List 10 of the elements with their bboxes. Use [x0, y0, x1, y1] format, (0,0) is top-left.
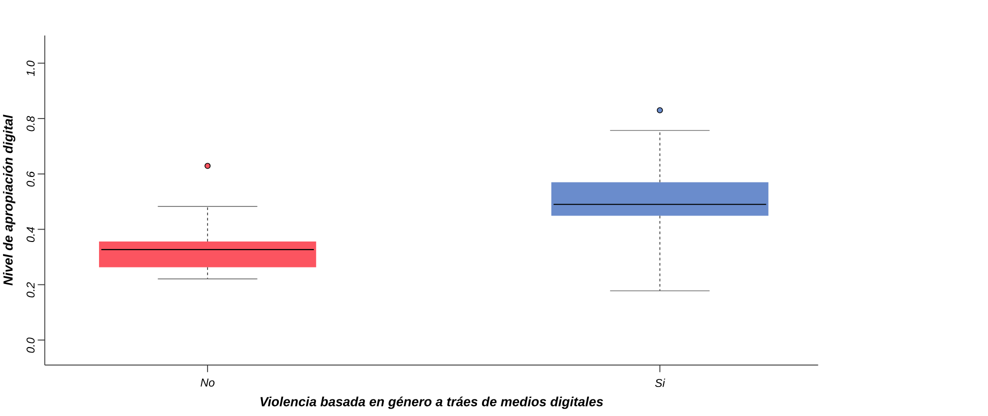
x-tick-label: Si [655, 378, 666, 388]
y-axis-title: Nivel de apropiación digital [2, 114, 16, 286]
y-tick-label: 0.0 [26, 338, 35, 353]
y-tick-label: 0.6 [26, 171, 35, 187]
x-axis-title: Violencia basada en género a tráes de medios digitales [260, 396, 604, 410]
y-tick-label: 0.2 [26, 282, 35, 298]
y-tick-label: 1.0 [26, 60, 35, 76]
x-tick-label: No [200, 378, 214, 387]
y-tick-label: 0.8 [26, 116, 35, 132]
y-tick-label: 0.4 [26, 227, 35, 242]
